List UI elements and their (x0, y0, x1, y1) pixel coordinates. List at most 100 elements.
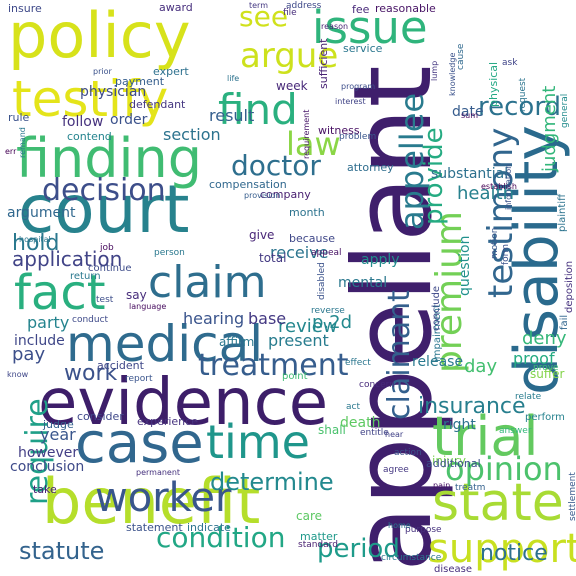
word-statute: statute (19, 537, 104, 565)
word-concern: concern (359, 380, 395, 390)
word-order: order (110, 112, 148, 128)
word-section: section (163, 125, 221, 144)
word-reasonable: reasonable (375, 2, 436, 15)
word-language: language (129, 302, 166, 311)
word-cause: cause (456, 43, 466, 70)
word-deposition: deposition (564, 261, 575, 313)
word-find: find (218, 85, 298, 134)
word-pay: pay (12, 344, 45, 365)
word-disability: disability (502, 125, 572, 395)
word-rule: rule (8, 111, 30, 124)
word-support: support (428, 526, 576, 572)
word-because: because (289, 232, 335, 245)
word-statement: statement (126, 521, 183, 534)
word-however: however (18, 445, 78, 461)
word-appellee: appellee (393, 93, 431, 230)
word-premium: premium (429, 211, 470, 373)
word-request: request (518, 77, 528, 112)
word-testify: testify (12, 70, 168, 128)
word-accident: accident (97, 359, 145, 372)
word-worker: worker (95, 475, 232, 521)
word-reason: reason (321, 22, 348, 31)
word-entitle: entitle (360, 428, 389, 438)
word-perform: perform (525, 412, 565, 423)
word-prove: prove (533, 363, 559, 373)
word-ask: ask (502, 58, 518, 68)
word-care: care (296, 509, 322, 523)
word-apply: apply (361, 252, 400, 268)
word-relate: relate (515, 392, 542, 402)
word-receive: receive (270, 243, 328, 262)
word-injury: injury (432, 454, 466, 468)
word-hear: hear (385, 430, 404, 439)
word-health: health (457, 183, 514, 204)
word-physician: physician (80, 84, 146, 100)
word-evidence: evidence (38, 366, 328, 440)
word-point: point (282, 371, 308, 382)
word-p-2d: p.2d (312, 312, 352, 333)
word-party: party (27, 313, 69, 332)
word-release: release (412, 354, 463, 370)
word-prior: prior (93, 67, 112, 76)
word-disabled: disabled (317, 262, 327, 300)
word-include: include (14, 333, 65, 349)
word-shall: shall (318, 423, 346, 437)
word-compensation: compensation (209, 178, 287, 191)
word-argument: argument (7, 205, 76, 221)
word-pain: pain (433, 481, 450, 490)
word-agree: agree (383, 465, 409, 475)
word-suffer: suffer (530, 367, 565, 381)
word-purpose: purpose (405, 525, 442, 535)
word-follow: follow (62, 114, 103, 130)
word-sufficient: sufficient (317, 38, 330, 89)
word-opinion: opinion (445, 450, 563, 488)
word-argue: argue (240, 36, 338, 76)
word-term: term (249, 1, 268, 10)
word-indicate: indicate (187, 521, 231, 534)
word-present: present (268, 331, 329, 350)
word-attorney: attorney (347, 161, 394, 174)
word-finding: finding (16, 127, 202, 190)
word-hold: hold (12, 231, 59, 256)
word-witness: witness (318, 124, 360, 137)
word-knowledge: knowledge (448, 53, 457, 96)
word-physical: physical (487, 62, 500, 107)
word-result: result (209, 106, 254, 125)
word-policy: policy (8, 0, 191, 72)
word-defendant: defendant (129, 98, 186, 111)
word-standard: standard (298, 540, 338, 550)
word-settlement: settlement (568, 472, 576, 521)
word-report: report (125, 374, 153, 384)
word-case: case (75, 411, 204, 476)
word-provision: provision (244, 191, 280, 200)
word-additional: additional (426, 457, 481, 470)
word-payment: payment (115, 75, 165, 88)
word-insure: insure (8, 2, 42, 15)
word-sum: sum (461, 111, 478, 120)
word-doctor: doctor (231, 149, 321, 182)
word-action: action (394, 448, 422, 458)
word-medical: medical (66, 315, 263, 373)
word-condition: condition (156, 521, 285, 554)
word-person: person (154, 248, 185, 258)
word-hearing: hearing (183, 309, 244, 328)
word-insurance: insurance (418, 394, 526, 419)
word-appeal: appeal (311, 248, 342, 258)
word-service: service (343, 42, 383, 55)
word-treatm: treatm (455, 483, 485, 493)
word-appellant: appellant (331, 65, 456, 572)
word-return: return (70, 271, 101, 282)
word-claim: claim (148, 257, 266, 308)
word-company: company (260, 188, 311, 201)
word-lump: lump (430, 61, 439, 81)
word-right: right (443, 417, 476, 433)
word-testimony: testimony (481, 128, 521, 298)
word-remand: remand (18, 127, 27, 158)
word-interest: interest (335, 97, 366, 106)
word-state: state (432, 473, 564, 533)
word-court: court (18, 171, 190, 248)
word-provide: provide (419, 127, 449, 225)
word-expert: expert (153, 65, 189, 78)
word-application: application (12, 247, 122, 271)
word-consider: consider (77, 410, 124, 423)
